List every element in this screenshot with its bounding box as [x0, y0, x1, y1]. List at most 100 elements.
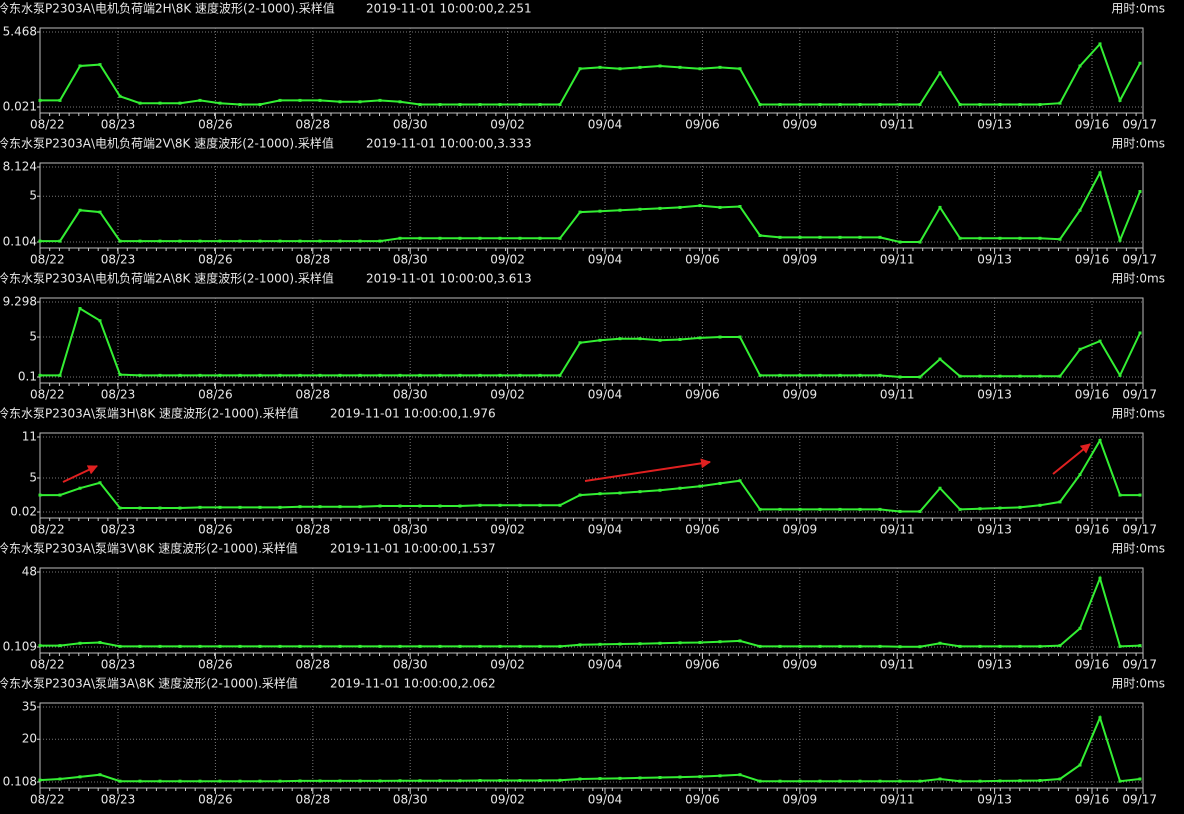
series-line: [40, 42, 1141, 106]
point: [398, 504, 402, 508]
point: [718, 65, 722, 69]
point: [78, 775, 82, 779]
point: [898, 240, 902, 244]
point: [1138, 644, 1142, 648]
point: [438, 644, 442, 648]
point: [198, 239, 202, 243]
point: [258, 779, 262, 783]
point: [938, 357, 942, 361]
point: [58, 493, 62, 497]
point: [78, 64, 82, 68]
point: [1018, 374, 1022, 378]
point: [578, 67, 582, 71]
point: [38, 644, 42, 648]
point: [598, 642, 602, 646]
x-tick-label: 09/02: [490, 388, 525, 402]
point: [158, 373, 162, 377]
point: [378, 239, 382, 243]
point: [278, 373, 282, 377]
x-tick-label: 08/28: [296, 118, 331, 132]
point: [478, 503, 482, 507]
point: [258, 505, 262, 509]
x-tick-label: 08/22: [30, 793, 65, 807]
point: [978, 644, 982, 648]
point: [1078, 347, 1082, 351]
point: [98, 640, 102, 644]
point: [138, 373, 142, 377]
point: [478, 103, 482, 107]
point: [498, 644, 502, 648]
point: [598, 338, 602, 342]
point: [1138, 190, 1142, 194]
x-tick-label: 09/09: [783, 793, 818, 807]
point: [558, 373, 562, 377]
point: [698, 775, 702, 779]
point: [378, 504, 382, 508]
point: [358, 239, 362, 243]
point: [418, 236, 422, 240]
point: [758, 507, 762, 511]
x-tick-label: 08/23: [101, 253, 136, 267]
x-tick-label: 09/11: [880, 658, 915, 672]
x-tick-label: 09/02: [490, 523, 525, 537]
point: [738, 335, 742, 339]
point: [298, 239, 302, 243]
point: [918, 509, 922, 513]
point: [698, 204, 702, 208]
point: [638, 337, 642, 341]
point: [178, 373, 182, 377]
point: [98, 319, 102, 323]
point: [118, 779, 122, 783]
x-tick-label: 09/16: [1075, 118, 1110, 132]
point: [1078, 473, 1082, 477]
point: [838, 235, 842, 239]
point: [818, 507, 822, 511]
point: [858, 103, 862, 107]
point: [478, 644, 482, 648]
y-tick-label: 5.468: [3, 25, 37, 39]
plot-frame: [39, 432, 1144, 519]
point: [1138, 61, 1142, 65]
point: [798, 373, 802, 377]
point: [1078, 208, 1082, 212]
point: [578, 493, 582, 497]
point: [978, 374, 982, 378]
x-tick-label: 08/30: [393, 253, 428, 267]
chart-subtitle: 2019-11-01 10:00:00,3.613: [366, 272, 532, 286]
point: [38, 373, 42, 377]
point: [1078, 64, 1082, 68]
point: [698, 484, 702, 488]
point: [218, 505, 222, 509]
point: [458, 779, 462, 783]
x-tick-label: 08/23: [101, 388, 136, 402]
point: [838, 103, 842, 107]
point: [38, 493, 42, 497]
point: [398, 644, 402, 648]
point: [318, 98, 322, 102]
point: [138, 101, 142, 105]
point: [238, 779, 242, 783]
point: [578, 210, 582, 214]
point: [958, 779, 962, 783]
x-tick-label: 09/06: [685, 658, 720, 672]
point: [738, 67, 742, 71]
point: [378, 98, 382, 102]
x-tick-label: 09/06: [685, 253, 720, 267]
point: [798, 103, 802, 107]
x-tick-label: 08/26: [198, 253, 233, 267]
point: [938, 777, 942, 781]
point: [698, 336, 702, 340]
chart-subtitle: 2019-11-01 10:00:00,1.976: [330, 407, 496, 421]
point: [918, 375, 922, 379]
point: [258, 644, 262, 648]
point: [638, 207, 642, 211]
chart-panel: 冷东水泵P2303A\泵端3H\8K 速度波形(2-1000).采样值 2019-…: [0, 406, 1165, 537]
point: [738, 773, 742, 777]
point: [538, 103, 542, 107]
charts: 冷东水泵P2303A\电机负荷端2H\8K 速度波形(2-1000).采样值 20…: [0, 1, 1165, 807]
elapsed-time: 用时:0ms: [1111, 2, 1165, 16]
y-tick-label: 0.104: [3, 235, 37, 249]
point: [938, 486, 942, 490]
